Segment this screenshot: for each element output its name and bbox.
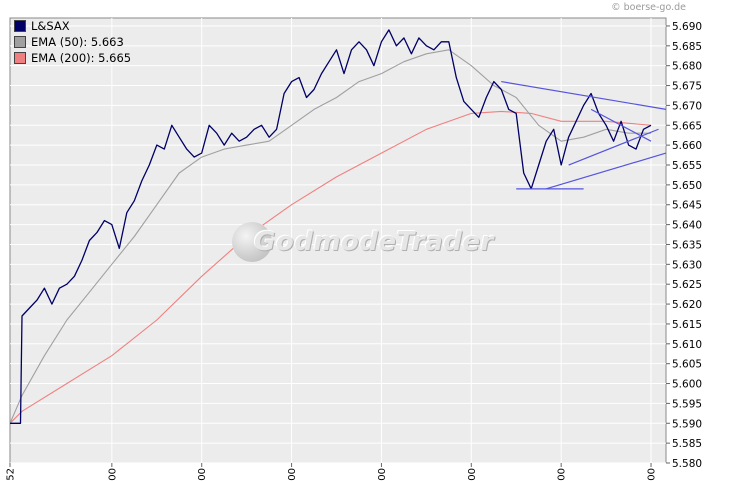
y-tick-label: 5.585 [672, 438, 702, 450]
trend-line [546, 152, 667, 190]
x-tick-label: 12:00 [377, 468, 388, 481]
legend-item: EMA (50): 5.663 [14, 34, 131, 50]
legend-swatch [14, 36, 26, 48]
source-label: © boerse-go.de [611, 2, 686, 13]
y-tick-label: 5.685 [672, 41, 702, 53]
y-tick-label: 5.595 [672, 398, 702, 410]
legend-label: L&SAX [31, 19, 70, 33]
y-tick-label: 5.630 [672, 259, 702, 271]
y-tick-label: 5.665 [672, 120, 702, 132]
trend-line [590, 108, 652, 142]
grid [10, 18, 666, 464]
x-tick-label: 07:52 [6, 468, 17, 481]
legend: L&SAX EMA (50): 5.663 EMA (200): 5.665 [14, 18, 131, 66]
y-tick-label: 5.590 [672, 418, 702, 430]
series-line-ema-200- [9, 110, 652, 424]
series-line-ema-50- [9, 49, 651, 424]
y-tick-label: 5.625 [672, 279, 702, 291]
watermark-text: GodmodeTrader [254, 227, 494, 257]
trend-line [501, 80, 667, 110]
x-tick-label: 11:00 [287, 468, 298, 481]
y-tick-label: 5.580 [672, 458, 702, 470]
x-tick-label: 13:00 [467, 468, 478, 481]
y-tick-label: 5.670 [672, 100, 702, 112]
y-axis: 5.580 5.585 5.590 5.595 5.600 5.605 5.610 5.615… [666, 21, 702, 470]
y-tick-label: 5.610 [672, 339, 702, 351]
x-tick-label: 15:00 [647, 468, 658, 481]
legend-label: EMA (200): 5.665 [31, 51, 132, 65]
x-tick-label: 09:00 [107, 468, 118, 481]
x-axis: 07:52 09:00 10:00 11:00 12:00 13:00 14:00 15:00 [6, 463, 658, 481]
x-tick-label: 14:00 [557, 468, 568, 481]
y-tick-label: 5.620 [672, 299, 702, 311]
watermark-logo-icon [232, 222, 272, 262]
watermark: GodmodeTrader [232, 222, 494, 262]
y-tick-label: 5.600 [672, 379, 702, 391]
trendlines [501, 80, 667, 190]
y-tick-label: 5.640 [672, 220, 702, 232]
x-tick-label: 10:00 [197, 468, 208, 481]
y-tick-label: 5.655 [672, 160, 702, 172]
legend-item: EMA (200): 5.665 [14, 50, 131, 66]
legend-item: L&SAX [14, 18, 131, 34]
series-line-l-sax [10, 29, 652, 424]
y-tick-label: 5.660 [672, 140, 702, 152]
y-tick-label: 5.645 [672, 200, 702, 212]
y-tick-label: 5.635 [672, 239, 702, 251]
y-tick-label: 5.680 [672, 61, 702, 73]
y-tick-label: 5.675 [672, 81, 702, 93]
y-tick-label: 5.690 [672, 21, 702, 33]
plot-area [9, 17, 667, 464]
legend-label: EMA (50): 5.663 [31, 35, 124, 49]
legend-swatch [14, 20, 26, 32]
series-layer [9, 29, 652, 424]
y-tick-label: 5.605 [672, 359, 702, 371]
y-tick-label: 5.650 [672, 180, 702, 192]
trend-line [568, 128, 659, 166]
legend-swatch [14, 52, 26, 64]
y-tick-label: 5.615 [672, 319, 702, 331]
